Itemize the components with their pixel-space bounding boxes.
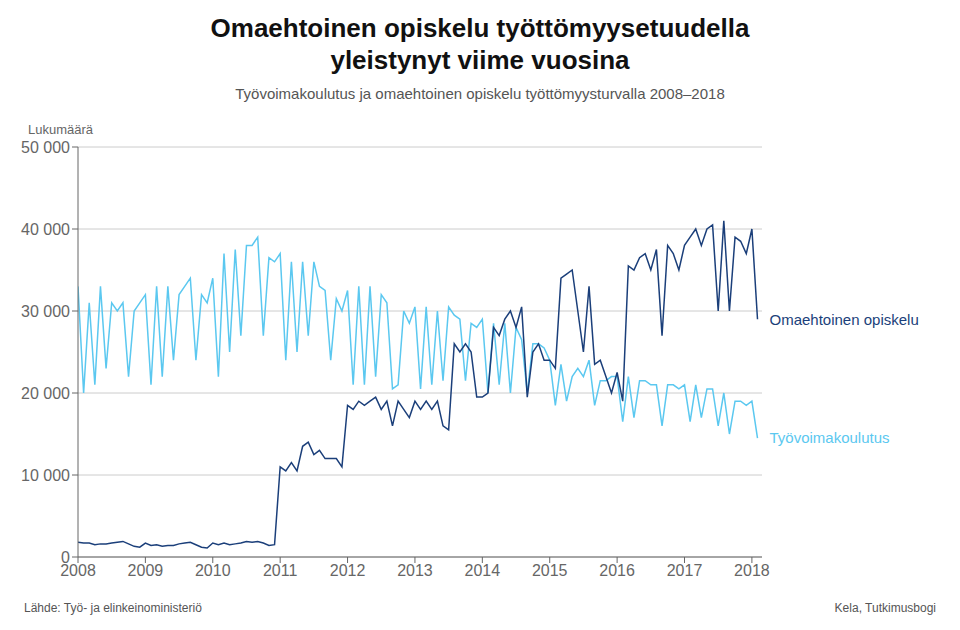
html-text:Lähde: Työ- ja elinkeinominist: Lähde: Työ- ja elinkeinoministeriö <box>24 601 202 615</box>
svg-text:2018: 2018 <box>734 562 770 579</box>
html-text:Omaehtoinen opiskelu työttömyy: Omaehtoinen opiskelu työttömyysetuudella <box>210 13 750 43</box>
svg-text:0: 0 <box>61 549 70 566</box>
svg-text:2016: 2016 <box>599 562 635 579</box>
svg-text:20 000: 20 000 <box>21 385 70 402</box>
svg-text:Omaehtoinen opiskelu: Omaehtoinen opiskelu <box>770 311 919 328</box>
svg-text:2008: 2008 <box>60 562 96 580</box>
svg-text:2009: 2009 <box>128 562 164 579</box>
svg-text:2013: 2013 <box>397 562 433 579</box>
html-text:Kela, Tutkimusbogi: Kela, Tutkimusbogi <box>834 601 936 615</box>
svg-text:2011: 2011 <box>263 562 298 579</box>
svg-text:30 000: 30 000 <box>21 303 70 320</box>
svg-text:2014: 2014 <box>465 562 501 579</box>
html-text:yleistynyt viime vuosina: yleistynyt viime vuosina <box>330 45 630 75</box>
svg-text:2010: 2010 <box>195 562 231 579</box>
svg-text:10 000: 10 000 <box>21 467 70 484</box>
svg-text:2015: 2015 <box>532 562 568 579</box>
svg-text:2017: 2017 <box>667 562 703 579</box>
svg-text:Työvoimakoulutus: Työvoimakoulutus <box>770 429 890 446</box>
svg-text:40 000: 40 000 <box>21 221 70 238</box>
html-text:Työvoimakoulutus ja omaehtoine: Työvoimakoulutus ja omaehtoinen opiskelu… <box>235 85 725 102</box>
svg-text:50 000: 50 000 <box>21 139 70 156</box>
svg-text:2012: 2012 <box>330 562 366 579</box>
html-text:Lukumäärä: Lukumäärä <box>28 122 93 137</box>
